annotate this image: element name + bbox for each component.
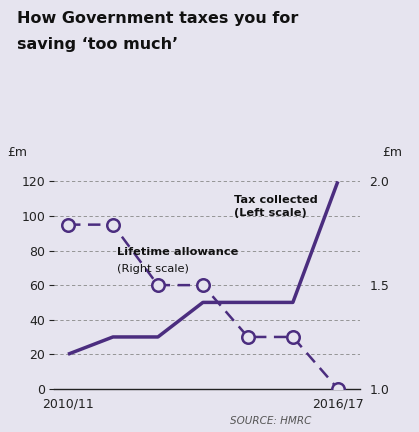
Text: Tax collected
(Left scale): Tax collected (Left scale) bbox=[234, 195, 318, 219]
Text: £m: £m bbox=[7, 146, 27, 159]
Text: How Government taxes you for: How Government taxes you for bbox=[17, 11, 298, 26]
Text: SOURCE: HMRC: SOURCE: HMRC bbox=[230, 416, 311, 426]
Text: Lifetime allowance: Lifetime allowance bbox=[117, 247, 239, 257]
Text: £m: £m bbox=[382, 146, 402, 159]
Text: saving ‘too much’: saving ‘too much’ bbox=[17, 37, 178, 52]
Text: (Right scale): (Right scale) bbox=[117, 264, 189, 274]
